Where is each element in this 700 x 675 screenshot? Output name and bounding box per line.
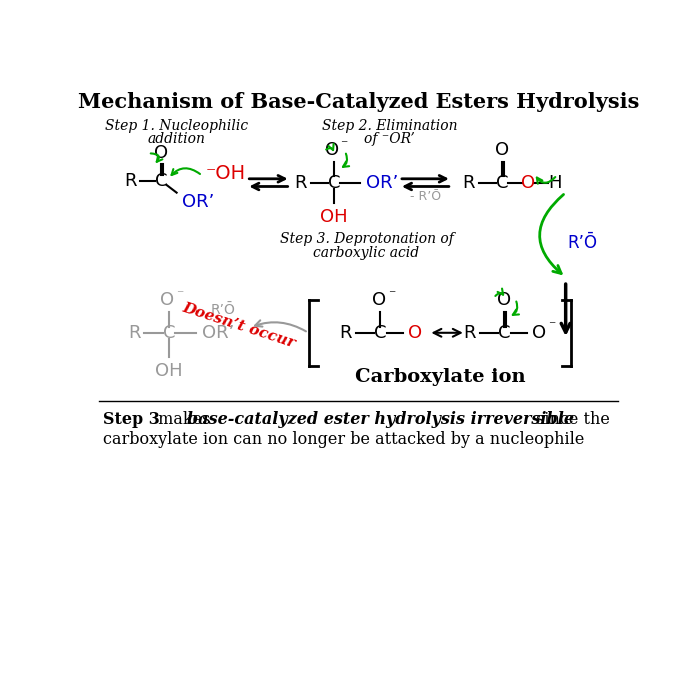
Text: Doesn’t occur: Doesn’t occur — [181, 300, 298, 350]
Text: Step 1. Nucleophilic: Step 1. Nucleophilic — [105, 119, 248, 133]
Text: ⁻: ⁻ — [340, 138, 348, 152]
Text: O: O — [160, 292, 174, 309]
Text: R: R — [124, 172, 136, 190]
Text: OR’: OR’ — [366, 173, 398, 192]
Text: O: O — [521, 173, 535, 192]
Text: ⁻: ⁻ — [176, 288, 183, 302]
Text: C: C — [374, 324, 386, 342]
Text: C: C — [162, 324, 175, 342]
Text: Mechanism of Base-Catalyzed Esters Hydrolysis: Mechanism of Base-Catalyzed Esters Hydro… — [78, 92, 639, 112]
Text: ⁻: ⁻ — [548, 320, 555, 333]
Text: O: O — [532, 324, 547, 342]
Text: O: O — [372, 292, 386, 309]
Text: addition: addition — [148, 132, 206, 146]
Text: O: O — [154, 144, 168, 163]
Text: base-catalyzed ester hydrolysis irreversible: base-catalyzed ester hydrolysis irrevers… — [187, 411, 574, 429]
Text: OR’: OR’ — [202, 324, 234, 342]
Text: OR’: OR’ — [182, 193, 214, 211]
Text: O: O — [326, 141, 340, 159]
Text: C: C — [328, 173, 340, 192]
Text: Step 3: Step 3 — [103, 411, 160, 429]
Text: Step 3. Deprotonation of: Step 3. Deprotonation of — [279, 232, 454, 246]
Text: OH: OH — [155, 362, 183, 380]
Text: O: O — [495, 141, 509, 159]
Text: of ⁻OR’: of ⁻OR’ — [365, 132, 415, 146]
Text: ⁻OH: ⁻OH — [205, 164, 246, 183]
Text: C: C — [496, 173, 508, 192]
Text: R’Ō: R’Ō — [211, 302, 236, 317]
Text: H: H — [548, 173, 561, 192]
Text: C: C — [155, 172, 167, 190]
Text: Carboxylate ion: Carboxylate ion — [355, 369, 526, 387]
Text: C: C — [498, 324, 511, 342]
Text: since the: since the — [531, 411, 610, 429]
Text: makes: makes — [153, 411, 215, 429]
Text: Step 2. Elimination: Step 2. Elimination — [322, 119, 458, 133]
Text: R: R — [463, 324, 476, 342]
Text: R: R — [463, 173, 475, 192]
Text: - R’Ō: - R’Ō — [410, 190, 441, 203]
Text: carboxylate ion can no longer be attacked by a nucleophile: carboxylate ion can no longer be attacke… — [103, 431, 584, 448]
Text: R: R — [127, 324, 140, 342]
Text: carboxylic acid: carboxylic acid — [314, 246, 419, 260]
Text: O: O — [498, 292, 512, 309]
Text: R’Ō: R’Ō — [567, 234, 597, 252]
Text: OH: OH — [320, 209, 348, 226]
Text: R: R — [295, 173, 307, 192]
Text: ⁻: ⁻ — [388, 288, 395, 302]
Text: R: R — [340, 324, 352, 342]
Text: O: O — [408, 324, 422, 342]
